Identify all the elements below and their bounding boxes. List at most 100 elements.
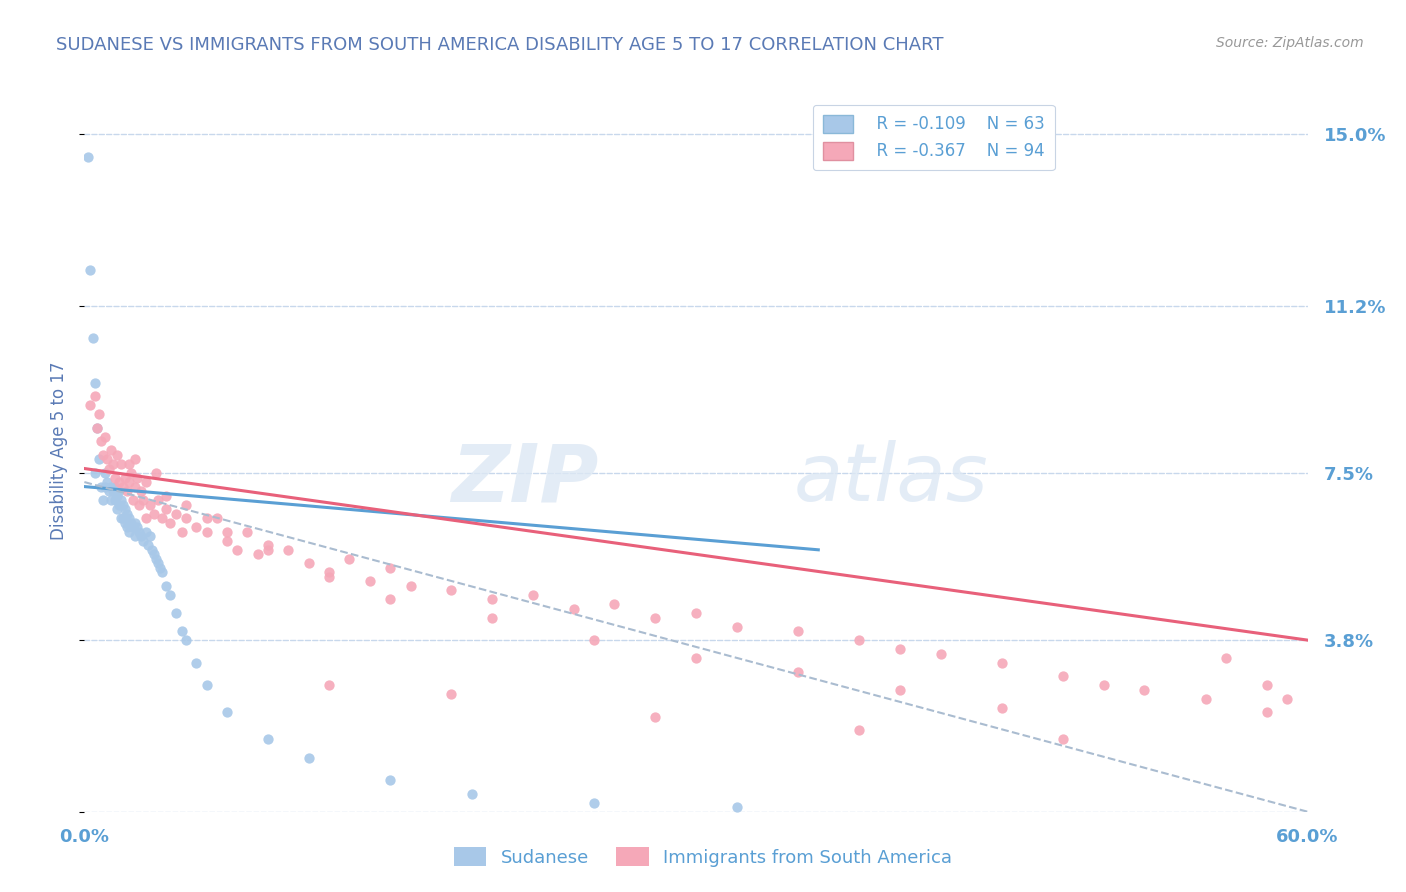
Point — [172, 624, 194, 639]
Point — [257, 732, 280, 747]
Text: atlas: atlas — [794, 441, 988, 518]
Point — [174, 498, 197, 512]
Point — [112, 498, 135, 512]
Point — [122, 520, 145, 534]
Point — [118, 524, 141, 539]
Point — [246, 547, 269, 561]
Point — [1256, 706, 1278, 720]
Point — [1092, 678, 1115, 692]
Point — [86, 421, 108, 435]
Point — [127, 470, 149, 484]
Point — [93, 466, 115, 480]
Point — [110, 511, 132, 525]
Point — [115, 484, 138, 499]
Point — [127, 520, 149, 534]
Text: ZIP: ZIP — [451, 441, 598, 518]
Text: Source: ZipAtlas.com: Source: ZipAtlas.com — [1216, 36, 1364, 50]
Point — [481, 592, 503, 607]
Point — [174, 511, 197, 525]
Point — [174, 633, 197, 648]
Point — [848, 633, 870, 648]
Point — [889, 642, 911, 657]
Point — [226, 542, 249, 557]
Point — [136, 538, 159, 552]
Point — [889, 682, 911, 697]
Point — [132, 533, 155, 548]
Point — [90, 434, 112, 449]
Point — [120, 516, 142, 530]
Point — [112, 480, 135, 494]
Point — [150, 511, 173, 525]
Point — [118, 457, 141, 471]
Point — [318, 566, 340, 580]
Point — [145, 551, 167, 566]
Legend: Sudanese, Immigrants from South America: Sudanese, Immigrants from South America — [447, 840, 959, 874]
Point — [165, 507, 187, 521]
Point — [380, 773, 402, 788]
Point — [257, 542, 280, 557]
Point — [1277, 691, 1299, 706]
Point — [108, 484, 131, 499]
Point — [91, 448, 114, 462]
Point — [195, 678, 218, 692]
Point — [217, 524, 239, 539]
Point — [146, 493, 169, 508]
Text: SUDANESE VS IMMIGRANTS FROM SOUTH AMERICA DISABILITY AGE 5 TO 17 CORRELATION CHA: SUDANESE VS IMMIGRANTS FROM SOUTH AMERIC… — [56, 36, 943, 54]
Point — [87, 407, 110, 421]
Point — [135, 524, 157, 539]
Point — [82, 330, 104, 344]
Point — [124, 452, 146, 467]
Point — [155, 502, 177, 516]
Point — [118, 475, 141, 489]
Point — [93, 480, 115, 494]
Point — [359, 574, 381, 589]
Point — [603, 597, 626, 611]
Y-axis label: Disability Age 5 to 17: Disability Age 5 to 17 — [51, 361, 69, 540]
Point — [96, 452, 118, 467]
Point — [141, 542, 163, 557]
Point — [725, 619, 748, 633]
Point — [318, 678, 340, 692]
Point — [1256, 678, 1278, 692]
Point — [110, 493, 132, 508]
Point — [105, 502, 128, 516]
Point — [135, 475, 157, 489]
Point — [440, 687, 463, 701]
Point — [138, 529, 160, 543]
Point — [128, 524, 150, 539]
Point — [135, 511, 157, 525]
Point — [100, 443, 122, 458]
Point — [172, 524, 194, 539]
Point — [149, 561, 172, 575]
Point — [644, 610, 666, 624]
Point — [150, 566, 173, 580]
Point — [124, 529, 146, 543]
Point — [104, 493, 127, 508]
Point — [159, 516, 181, 530]
Point — [339, 551, 361, 566]
Point — [108, 475, 131, 489]
Point — [83, 376, 105, 390]
Point — [522, 588, 544, 602]
Point — [96, 475, 118, 489]
Point — [991, 656, 1014, 670]
Point — [87, 452, 110, 467]
Point — [277, 542, 299, 557]
Point — [1052, 732, 1074, 747]
Point — [165, 606, 187, 620]
Point — [83, 466, 105, 480]
Point — [217, 706, 239, 720]
Point — [132, 493, 155, 508]
Point — [115, 507, 138, 521]
Point — [128, 498, 150, 512]
Point — [380, 592, 402, 607]
Point — [195, 511, 218, 525]
Point — [77, 150, 100, 164]
Point — [298, 750, 321, 764]
Point — [155, 579, 177, 593]
Point — [104, 480, 127, 494]
Point — [1052, 669, 1074, 683]
Point — [114, 502, 136, 516]
Point — [114, 516, 136, 530]
Point — [138, 498, 160, 512]
